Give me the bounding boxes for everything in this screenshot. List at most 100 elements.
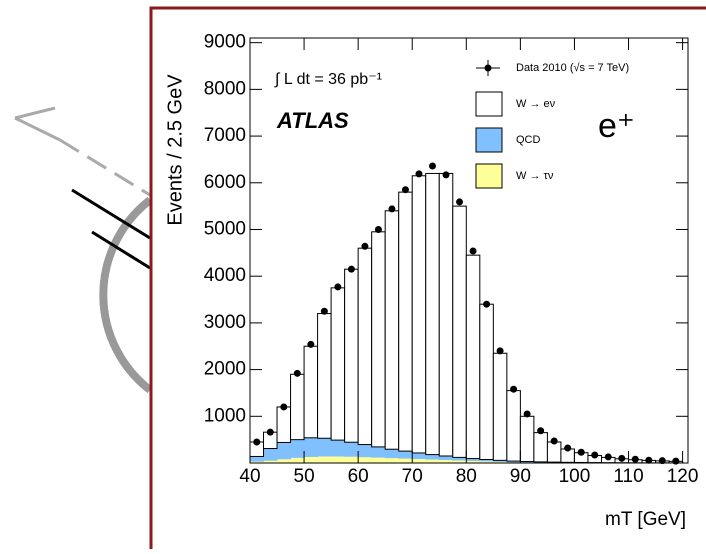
legend-swatch — [476, 164, 502, 188]
hist-bar — [277, 442, 291, 458]
x-label: mT [GeV] — [605, 509, 686, 530]
legend-swatch — [476, 92, 502, 116]
data-point — [361, 243, 368, 250]
hist-bar — [304, 456, 318, 463]
data-point — [578, 449, 585, 456]
hist-bar — [318, 456, 332, 463]
hist-bar — [291, 374, 305, 439]
hist-bar — [412, 459, 426, 463]
data-point — [510, 386, 517, 393]
data-point — [375, 226, 382, 233]
data-point — [280, 403, 287, 410]
hist-bar — [358, 445, 372, 457]
data-point — [429, 162, 436, 169]
x-tick-label: 110 — [613, 466, 643, 487]
y-tick-label: 7000 — [204, 125, 246, 146]
data-point — [415, 170, 422, 177]
data-point — [443, 171, 450, 178]
hist-bar — [507, 391, 521, 461]
hist-bar — [318, 314, 332, 439]
legend-label: Data 2010 (√s = 7 TeV) — [516, 62, 629, 74]
hist-bar — [372, 457, 386, 463]
hist-bar — [534, 433, 548, 462]
x-tick-label: 80 — [456, 466, 477, 487]
data-point — [564, 445, 571, 452]
hist-bar — [412, 176, 426, 453]
hist-bar — [318, 438, 332, 456]
data-point — [267, 429, 274, 436]
data-point — [253, 438, 260, 445]
hist-bar — [426, 173, 440, 454]
y-tick-label: 5000 — [204, 218, 246, 239]
legend-label: QCD — [516, 134, 541, 146]
charge: e⁺ — [598, 107, 635, 145]
lumi: ∫ L dt = 36 pb⁻¹ — [274, 71, 382, 88]
hist-bar — [466, 255, 480, 458]
data-point — [605, 453, 612, 460]
hist-bar — [493, 353, 507, 460]
hist-bar — [331, 456, 345, 463]
y-tick-label: 1000 — [204, 405, 246, 426]
hist-bar — [480, 304, 494, 459]
y-tick-label: 8000 — [204, 78, 246, 99]
hist-bar — [250, 456, 264, 461]
hist-bar — [426, 459, 440, 463]
y-tick-label: 3000 — [204, 312, 246, 333]
hist-bar — [453, 206, 467, 457]
hist-bar — [304, 438, 318, 457]
data-point — [632, 456, 639, 463]
hist-bar — [331, 440, 345, 456]
hist-bar — [385, 211, 399, 449]
y-tick-label: 6000 — [204, 172, 246, 193]
hist-bar — [399, 451, 413, 458]
x-tick-label: 60 — [348, 466, 369, 487]
data-point — [334, 283, 341, 290]
hist-bar — [345, 442, 359, 456]
hist-bar — [345, 269, 359, 442]
legend-label: W → eν — [516, 98, 556, 110]
legend-marker — [485, 65, 492, 72]
hist-bar — [331, 288, 345, 440]
hist-bar — [439, 456, 453, 460]
y-tick-label: 9000 — [204, 32, 246, 53]
data-point — [483, 301, 490, 308]
arc — [103, 200, 150, 390]
data-point — [307, 341, 314, 348]
x-tick-label: 90 — [510, 466, 531, 487]
hist-bar — [277, 459, 291, 463]
x-tick-label: 50 — [294, 466, 315, 487]
hist-bar — [358, 248, 372, 444]
x-tick-label: 120 — [667, 466, 699, 487]
legend-label: W → τν — [516, 170, 554, 182]
data-point — [618, 455, 625, 462]
data-point — [294, 370, 301, 377]
hist-bar — [520, 416, 534, 461]
hist-bar — [439, 173, 453, 456]
data-point — [402, 186, 409, 193]
data-point — [470, 247, 477, 254]
hist-bar — [372, 232, 386, 447]
hist-bar — [372, 447, 386, 457]
data-point — [348, 266, 355, 273]
x-tick-label: 100 — [559, 466, 591, 487]
data-point — [456, 198, 463, 205]
hist-bar — [439, 459, 453, 463]
data-point — [672, 458, 679, 465]
hist-bar — [358, 457, 372, 463]
hist-bar — [547, 442, 561, 462]
hist-bar — [277, 407, 291, 442]
x-tick-label: 40 — [239, 466, 260, 487]
hist-bar — [264, 449, 278, 461]
hist-bar — [385, 449, 399, 457]
hist-bar — [291, 440, 305, 458]
y-tick-label: 4000 — [204, 265, 246, 286]
arrow-shaft — [60, 140, 150, 195]
hist-bar — [399, 192, 413, 451]
data-point — [591, 452, 598, 459]
arrow-head — [15, 108, 60, 140]
hist-bar — [399, 458, 413, 463]
hist-bar — [304, 346, 318, 438]
data-point — [551, 438, 558, 445]
hist-bar — [385, 458, 399, 463]
data-point — [388, 205, 395, 212]
